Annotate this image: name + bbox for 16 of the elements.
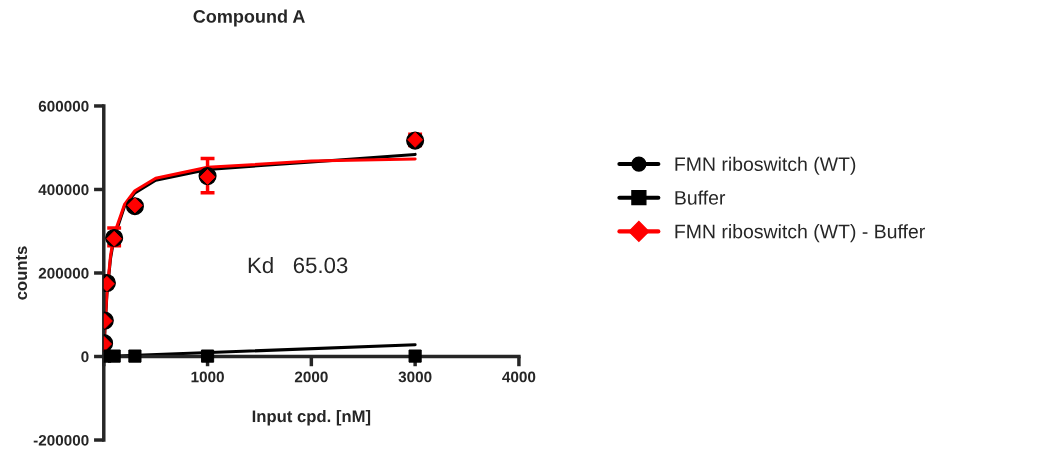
x-tick-label: 1000 <box>191 371 224 383</box>
legend-label: FMN riboswitch (WT) <box>675 156 856 175</box>
annotation: Kd 65.03 <box>248 256 348 274</box>
y-tick-label: 0 <box>81 351 89 363</box>
x-tick-label: 3000 <box>398 371 432 383</box>
y-axis-title: counts <box>16 246 28 300</box>
y-tick-label: 200000 <box>38 267 89 279</box>
legend-label: FMN riboswitch (WT) - Buffer <box>675 224 925 243</box>
chart-title: Compound A <box>193 9 305 27</box>
x-tick-label: 4000 <box>502 371 536 383</box>
x-axis-title: Input cpd. [nM] <box>252 409 371 426</box>
y-tick-label: 600000 <box>38 100 89 112</box>
x-tick-label: 2000 <box>294 371 328 383</box>
legend-label: Buffer <box>675 190 726 205</box>
y-tick-label: -200000 <box>33 434 89 446</box>
y-tick-label: 400000 <box>38 184 89 196</box>
